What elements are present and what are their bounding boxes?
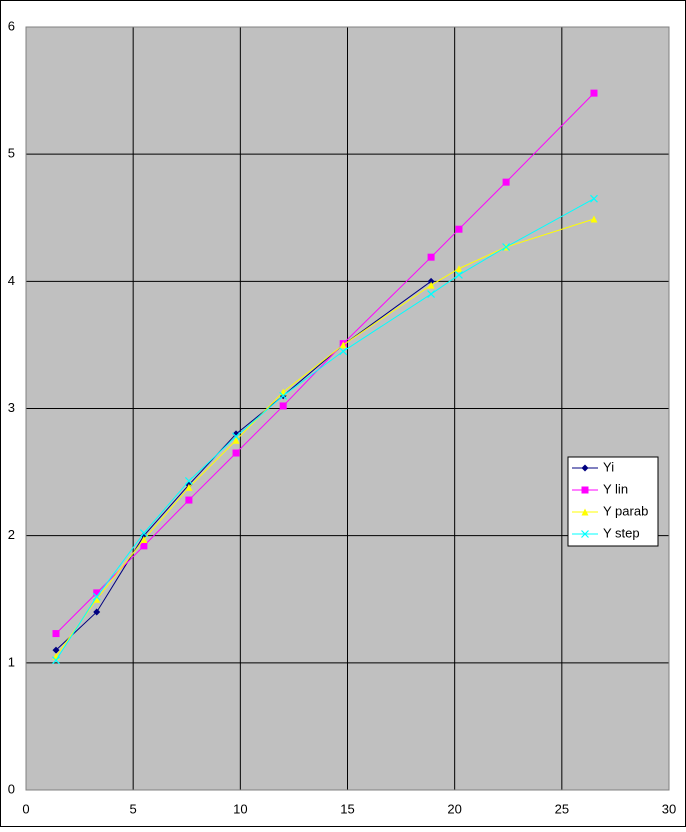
marker — [52, 630, 60, 638]
marker — [232, 432, 240, 441]
marker — [455, 271, 463, 279]
marker — [590, 89, 598, 97]
marker — [427, 277, 435, 285]
y-tick-label: 4 — [8, 273, 15, 288]
y-tick-label: 5 — [8, 146, 15, 161]
marker — [339, 347, 348, 356]
y-tick-label: 0 — [8, 781, 15, 796]
marker — [581, 464, 589, 472]
marker — [502, 243, 511, 251]
marker — [52, 646, 60, 654]
marker — [139, 529, 148, 538]
x-tick-label: 25 — [555, 801, 569, 816]
marker — [140, 535, 148, 543]
marker — [93, 595, 101, 603]
y-tick-label: 6 — [8, 18, 15, 33]
legend-label: Y lin — [603, 481, 628, 496]
marker — [427, 290, 436, 298]
marker — [140, 542, 148, 550]
x-tick-label: 15 — [340, 801, 354, 816]
marker — [590, 194, 598, 203]
x-tick-label: 10 — [233, 801, 247, 816]
marker — [279, 402, 287, 410]
marker — [427, 281, 435, 289]
marker — [232, 449, 240, 457]
marker — [427, 253, 435, 261]
marker — [502, 178, 510, 186]
x-tick-label: 5 — [130, 801, 137, 816]
marker — [185, 496, 193, 504]
marker — [52, 656, 60, 665]
y-tick-label: 2 — [8, 527, 15, 542]
marker — [581, 508, 589, 516]
marker — [93, 589, 101, 597]
marker — [581, 486, 589, 494]
marker — [93, 608, 101, 616]
marker — [232, 430, 240, 438]
marker — [455, 225, 463, 233]
marker — [455, 265, 463, 273]
x-tick-label: 30 — [662, 801, 676, 816]
legend-label: Yi — [603, 459, 614, 474]
y-tick-label: 3 — [8, 400, 15, 415]
y-tick-label: 1 — [8, 654, 15, 669]
legend-label: Y parab — [603, 503, 648, 518]
marker — [279, 391, 288, 400]
x-tick-label: 0 — [22, 801, 29, 816]
marker — [339, 341, 347, 349]
marker — [185, 483, 193, 491]
legend-label: Y step — [603, 525, 640, 540]
marker — [92, 592, 101, 601]
marker — [232, 436, 240, 444]
x-tick-label: 20 — [447, 801, 461, 816]
plot-border — [25, 26, 670, 791]
marker — [590, 215, 598, 223]
marker — [184, 477, 193, 485]
marker — [581, 530, 589, 538]
